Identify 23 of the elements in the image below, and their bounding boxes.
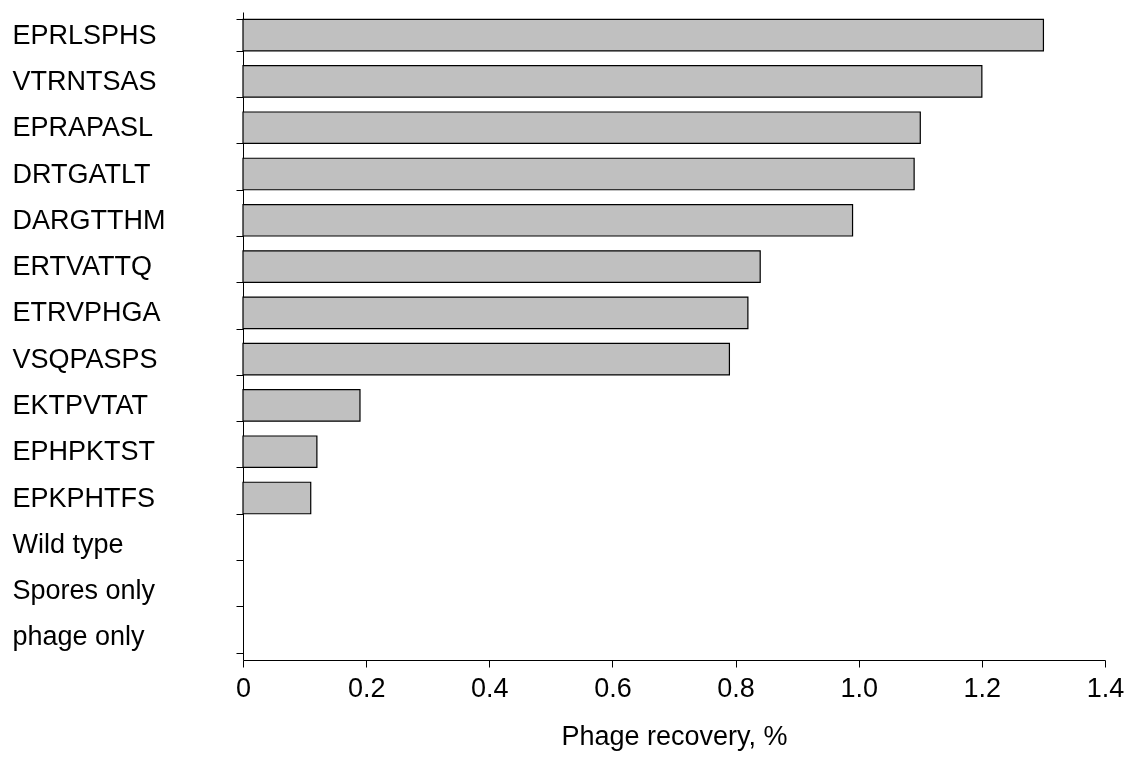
y-tick-label: EPRAPASL xyxy=(12,112,154,143)
x-tick-label: 0.4 xyxy=(471,672,509,703)
x-tick-label: 0.2 xyxy=(347,672,386,703)
y-tick-label: EPKPHTFS xyxy=(12,482,156,513)
y-tick-label: DRTGATLT xyxy=(12,158,151,189)
y-tick-label: Spores only xyxy=(12,575,156,606)
y-tick-label: EKTPVTAT xyxy=(12,389,149,420)
y-tick-label: VTRNTSAS xyxy=(12,65,157,96)
y-tick-label: ERTVATTQ xyxy=(12,251,153,282)
x-tick-label: 0.8 xyxy=(717,672,755,703)
y-tick-label: EPHPKTST xyxy=(12,436,156,467)
y-tick-label: EPRLSPHS xyxy=(12,19,157,50)
x-tick-label: 1.2 xyxy=(963,672,1002,703)
y-tick-label: Wild type xyxy=(12,528,124,559)
x-axis-title: Phage recovery, % xyxy=(561,720,788,751)
y-tick-label: VSQPASPS xyxy=(12,343,158,374)
x-tick-label: 1.0 xyxy=(840,672,878,703)
y-tick-label: DARGTTHM xyxy=(12,204,166,235)
y-tick-label: phage only xyxy=(12,621,146,652)
y-tick-label: ETRVPHGA xyxy=(12,297,161,328)
x-tick-label: 1.4 xyxy=(1086,672,1125,703)
x-tick-label: 0.6 xyxy=(594,672,632,703)
x-tick-label: 0 xyxy=(235,672,252,703)
